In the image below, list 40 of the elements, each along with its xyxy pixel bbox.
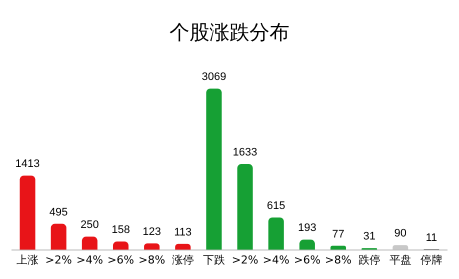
x-tick-label: >6% <box>107 253 134 266</box>
x-tick-label: >6% <box>294 253 321 266</box>
bar <box>392 245 408 250</box>
data-label: 77 <box>332 228 344 240</box>
x-tick-label: >2% <box>45 253 72 266</box>
x-tick-label: 平盘 <box>389 253 412 266</box>
x-tick-label: 涨停 <box>172 253 194 266</box>
data-label: 250 <box>80 219 99 232</box>
x-tick-label: 上涨 <box>16 253 39 266</box>
data-label: 158 <box>112 224 130 236</box>
bar <box>268 218 284 250</box>
bar <box>206 88 222 250</box>
bar <box>112 242 129 250</box>
x-tick-label: >4% <box>262 253 290 266</box>
bar <box>299 240 315 250</box>
data-label: 1413 <box>15 158 40 170</box>
data-label: 11 <box>426 232 438 244</box>
x-tick-label: >8% <box>138 253 166 266</box>
bar <box>50 224 66 250</box>
data-label: 495 <box>49 206 68 218</box>
x-tick-label: 下跌 <box>202 253 225 266</box>
x-tick-label: >4% <box>76 253 104 266</box>
bar <box>237 164 253 250</box>
data-label: 31 <box>363 230 376 243</box>
data-label: 1633 <box>232 146 258 159</box>
data-label: 90 <box>394 228 407 240</box>
bar <box>82 236 98 250</box>
x-tick-label: 跌停 <box>358 253 380 266</box>
data-label: 123 <box>142 226 161 238</box>
x-tick-label: >2% <box>232 253 258 266</box>
bar <box>144 243 160 250</box>
x-tick-label: 停牌 <box>420 253 442 266</box>
data-label: 3069 <box>202 71 226 84</box>
chart-title: 个股涨跌分布 <box>170 20 290 44</box>
bar <box>20 176 36 250</box>
x-tick-label: >8% <box>324 253 352 266</box>
data-label: 615 <box>266 200 286 212</box>
data-label: 193 <box>298 222 316 234</box>
bar <box>175 244 191 250</box>
data-label: 113 <box>174 226 192 238</box>
